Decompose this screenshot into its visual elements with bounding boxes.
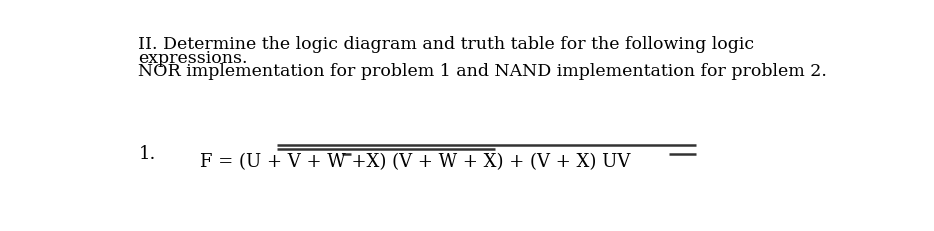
Text: expressions.: expressions. xyxy=(138,50,248,67)
Text: 1.: 1. xyxy=(138,144,156,162)
Text: NOR implementation for problem 1 and NAND implementation for problem 2.: NOR implementation for problem 1 and NAN… xyxy=(138,63,828,80)
Text: II. Determine the logic diagram and truth table for the following logic: II. Determine the logic diagram and trut… xyxy=(138,35,755,52)
Text: F = (U + V + W +X) (V + W + X) + (V + X) UV: F = (U + V + W +X) (V + W + X) + (V + X)… xyxy=(201,152,630,170)
